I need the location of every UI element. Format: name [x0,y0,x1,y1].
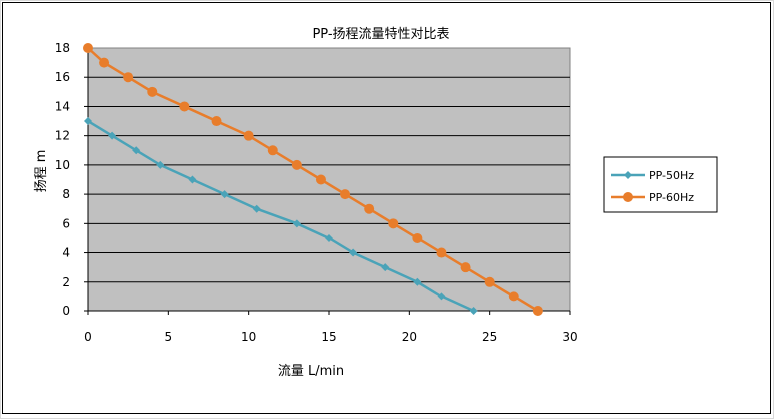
plot-area [87,47,571,312]
data-point [469,307,478,315]
data-point [381,263,390,272]
y-tick-label: 0 [62,304,70,318]
data-point [292,219,301,228]
data-point [340,189,351,200]
y-tick-label: 16 [55,70,70,84]
data-point [188,175,197,184]
data-point [99,57,110,68]
data-point [179,101,190,112]
data-point [156,160,165,169]
legend-marker [623,192,633,202]
data-point [484,276,495,287]
legend: PP-50Hz PP-60Hz [603,156,718,213]
data-point [532,306,543,316]
data-point [364,203,375,214]
data-point [123,72,134,83]
y-tick-label: 18 [55,41,70,55]
data-point [291,159,302,170]
data-point [108,131,117,140]
data-point [252,204,261,213]
chart-title: PP-扬程流量特性对比表 [312,27,449,42]
x-tick-label: 25 [482,330,497,344]
data-point [83,43,93,53]
data-point [388,218,399,229]
data-point [437,292,446,301]
data-point [508,291,519,302]
x-tick-label: 15 [321,330,336,344]
data-point [220,190,229,199]
data-point [243,130,254,141]
data-point [413,277,422,286]
y-tick-label: 12 [55,129,70,143]
chart-svg: PP-扬程流量特性对比表 0 2 4 6 8 10 12 14 16 18 0 5 10 15 20 25 30… [34,27,718,379]
legend-marker [624,171,632,179]
data-point [460,262,471,273]
data-point [84,117,92,126]
x-tick-label: 30 [562,330,577,344]
data-point [325,233,333,242]
legend-box [603,156,718,213]
x-tick-label: 10 [241,330,256,344]
data-point [349,248,358,257]
data-point [267,145,278,156]
legend-label: PP-50Hz [649,169,694,182]
chart-area[interactable]: PP-扬程流量特性对比表 0 2 4 6 8 10 12 14 16 18 0 5 10 15 20 25 30… [2,2,771,414]
sheet-gridline [0,0,1,419]
data-point [436,247,447,258]
x-tick-label: 5 [165,330,173,344]
y-tick-label: 6 [62,216,70,230]
data-point [132,146,141,155]
x-tick-label: 20 [402,330,417,344]
series-1 [84,117,478,315]
y-tick-label: 14 [55,99,70,113]
series-line [87,119,475,313]
y-tick-label: 2 [62,275,70,289]
y-axis-label: 扬程 m [34,150,49,193]
data-point [412,232,423,243]
sheet-gridline [0,0,774,1]
data-point [315,174,326,185]
series-2 [83,43,543,316]
y-tick-label: 4 [62,246,70,260]
legend-label: PP-60Hz [649,191,694,204]
y-tick-label: 8 [62,187,70,201]
y-tick-label: 10 [55,158,70,172]
x-axis-label: 流量 L/min [278,364,344,379]
x-tick-label: 0 [84,330,92,344]
data-point [147,86,158,97]
data-point [211,116,222,127]
